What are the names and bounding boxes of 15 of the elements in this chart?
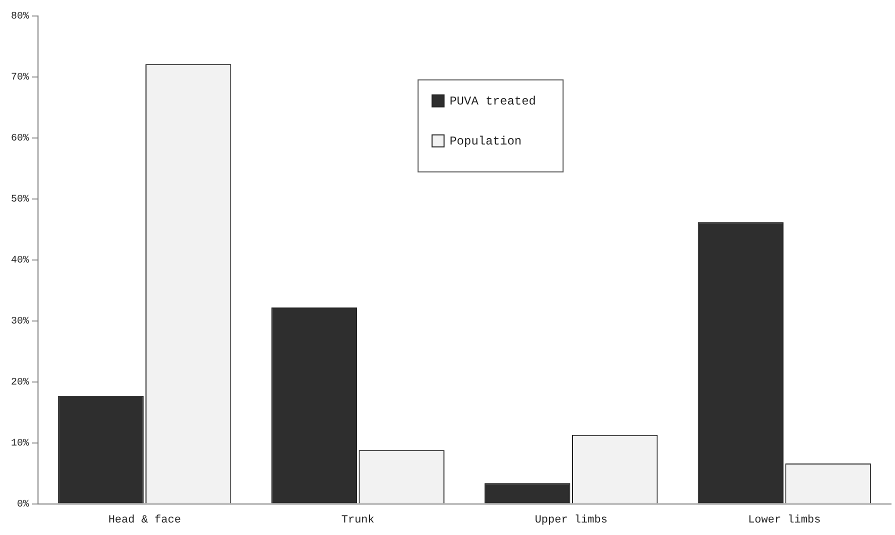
- y-tick-label: 50%: [10, 194, 30, 206]
- y-tick-label: 70%: [10, 72, 30, 84]
- y-tick-label: 0%: [16, 499, 30, 510]
- x-tick-label: Upper limbs: [534, 514, 608, 526]
- y-tick-label: 30%: [10, 316, 30, 328]
- y-tick-label: 80%: [10, 12, 30, 23]
- y-tick-label: 10%: [10, 438, 30, 450]
- y-tick-label: 40%: [10, 256, 30, 267]
- x-tick-label: Head & face: [108, 514, 181, 526]
- x-tick-label: Lower limbs: [748, 514, 821, 526]
- y-tick-label: 20%: [10, 377, 30, 388]
- legend-label: Population: [450, 134, 522, 149]
- x-tick-label: Trunk: [341, 514, 375, 526]
- legend-label: PUVA treated: [450, 94, 536, 109]
- y-tick-label: 60%: [10, 134, 30, 145]
